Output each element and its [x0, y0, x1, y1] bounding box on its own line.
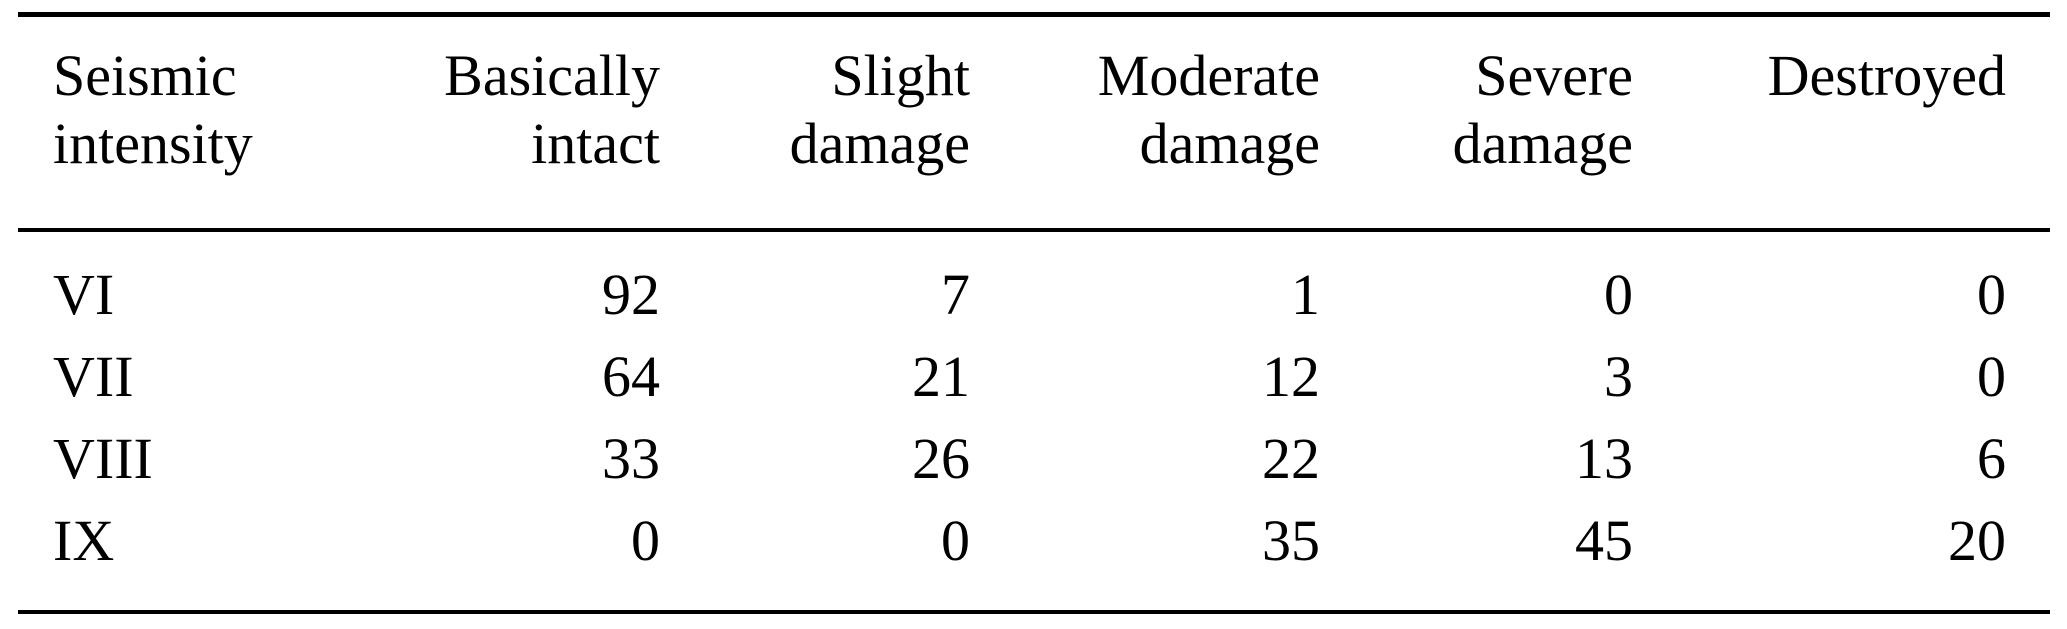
- table-row-vi: VI 92 7 1 0 0: [18, 230, 2050, 336]
- cell-slight-damage: 26: [912, 426, 970, 491]
- header-line-2: damage: [1139, 111, 1320, 176]
- column-header-basically-intact: Basically intact: [350, 15, 660, 231]
- header-line-1: Basically: [444, 43, 660, 108]
- row-label: VI: [53, 262, 115, 327]
- column-header-destroyed: Destroyed: [1633, 15, 2050, 231]
- seismic-damage-table: Seismic intensity Basically intact Sligh…: [18, 12, 2050, 614]
- column-header-slight-damage: Slight damage: [660, 15, 970, 231]
- header-line-1: Slight: [831, 43, 970, 108]
- header-row: Seismic intensity Basically intact Sligh…: [18, 15, 2050, 231]
- column-header-moderate-damage: Moderate damage: [970, 15, 1320, 231]
- cell-basically-intact: 92: [602, 262, 660, 327]
- cell-moderate-damage: 35: [1262, 508, 1320, 573]
- cell-destroyed: 0: [1977, 262, 2006, 327]
- table-row-vii: VII 64 21 12 3 0: [18, 336, 2050, 418]
- cell-basically-intact: 0: [631, 508, 660, 573]
- cell-basically-intact: 33: [602, 426, 660, 491]
- column-header-severe-damage: Severe damage: [1320, 15, 1633, 231]
- header-line-1: Severe: [1475, 43, 1633, 108]
- row-label: VII: [53, 344, 134, 409]
- column-header-seismic-intensity: Seismic intensity: [18, 15, 350, 231]
- header-line-1: Moderate: [1097, 43, 1320, 108]
- header-line-2: intensity: [53, 111, 253, 176]
- table-header: Seismic intensity Basically intact Sligh…: [18, 15, 2050, 231]
- row-label: IX: [53, 508, 115, 573]
- cell-slight-damage: 21: [912, 344, 970, 409]
- table-row-ix: IX 0 0 35 45 20: [18, 500, 2050, 612]
- cell-moderate-damage: 1: [1291, 262, 1320, 327]
- cell-destroyed: 0: [1977, 344, 2006, 409]
- header-line-2: intact: [531, 111, 660, 176]
- cell-moderate-damage: 22: [1262, 426, 1320, 491]
- table-row-viii: VIII 33 26 22 13 6: [18, 418, 2050, 500]
- cell-severe-damage: 0: [1604, 262, 1633, 327]
- cell-slight-damage: 7: [941, 262, 970, 327]
- row-label: VIII: [53, 426, 153, 491]
- header-line-2: damage: [1452, 111, 1633, 176]
- cell-severe-damage: 13: [1575, 426, 1633, 491]
- header-line-1: Seismic: [53, 43, 237, 108]
- cell-basically-intact: 64: [602, 344, 660, 409]
- cell-severe-damage: 45: [1575, 508, 1633, 573]
- header-line-2: damage: [789, 111, 970, 176]
- cell-destroyed: 20: [1948, 508, 2006, 573]
- header-line-1: Destroyed: [1767, 43, 2006, 108]
- cell-slight-damage: 0: [941, 508, 970, 573]
- cell-destroyed: 6: [1977, 426, 2006, 491]
- cell-severe-damage: 3: [1604, 344, 1633, 409]
- cell-moderate-damage: 12: [1262, 344, 1320, 409]
- table-body: VI 92 7 1 0 0 VII 64 21 12 3 0 VIII 33 2…: [18, 230, 2050, 612]
